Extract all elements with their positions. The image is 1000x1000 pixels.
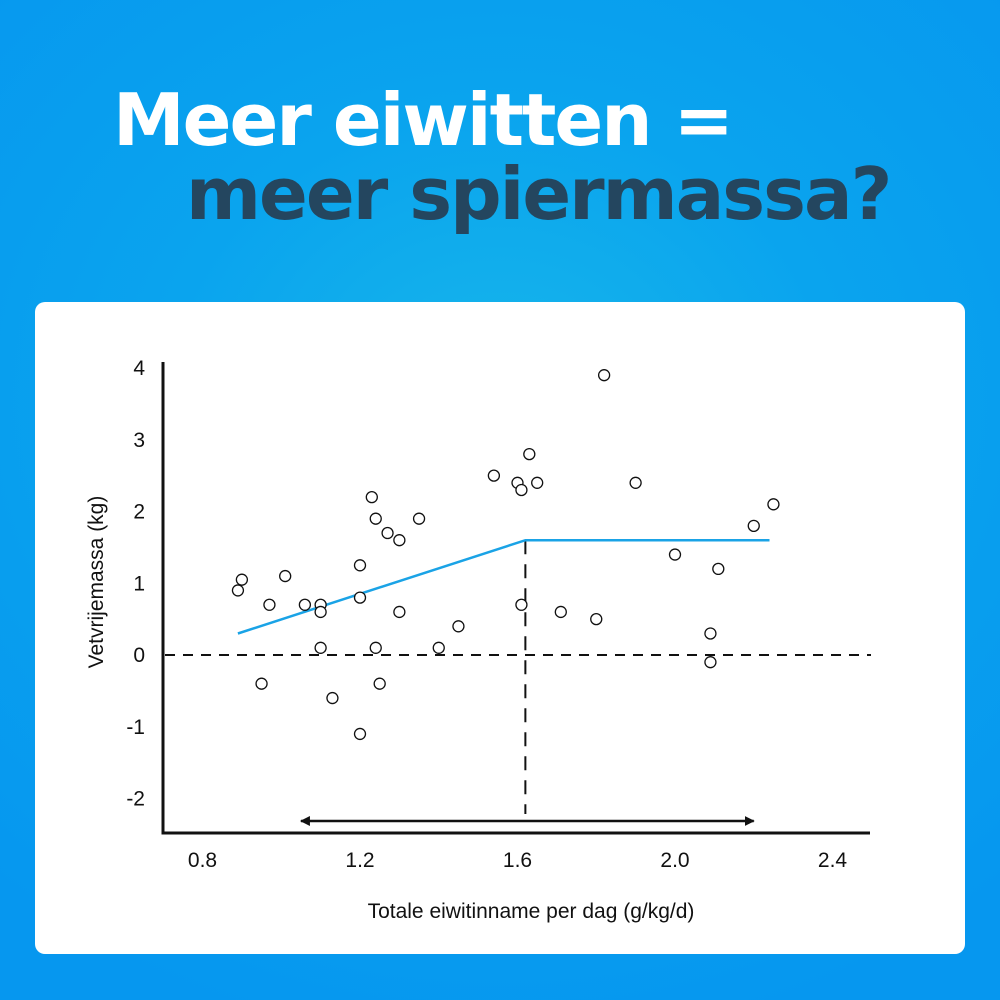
tick-labels: 0.8 1.2 1.6 2.0 2.4 4 3 2 1 0 -1 -2 xyxy=(126,357,847,872)
data-point xyxy=(298,598,312,611)
x-tick-label: 2.4 xyxy=(818,849,848,872)
data-point xyxy=(412,512,426,525)
x-axis-title: Totale eiwitinname per dag (g/kg/d) xyxy=(368,900,695,923)
data-point xyxy=(314,641,327,654)
data-point xyxy=(554,605,567,619)
data-point xyxy=(353,591,367,604)
data-point xyxy=(326,691,339,705)
data-points xyxy=(231,369,780,741)
data-point xyxy=(255,677,268,690)
data-point xyxy=(369,641,382,654)
axes xyxy=(161,362,870,835)
y-tick-label: -1 xyxy=(126,716,145,739)
data-point xyxy=(393,605,406,619)
data-point xyxy=(629,476,642,489)
data-point xyxy=(704,627,717,640)
data-point xyxy=(393,534,406,547)
data-point xyxy=(704,656,717,669)
data-point xyxy=(487,469,501,482)
scatter-chart: 0.8 1.2 1.6 2.0 2.4 4 3 2 1 0 -1 -2 Totale eiwitinn… xyxy=(85,357,871,923)
data-point xyxy=(531,476,544,489)
data-point xyxy=(381,526,394,540)
data-point xyxy=(597,369,611,382)
data-point xyxy=(279,569,292,583)
x-tick-label: 0.8 xyxy=(188,849,217,872)
y-tick-label: 0 xyxy=(133,644,145,667)
y-tick-label: 2 xyxy=(133,501,145,524)
y-axis-title: Vetvrijemassa (kg) xyxy=(85,496,108,669)
y-tick-label: 1 xyxy=(133,572,145,595)
data-point xyxy=(747,519,760,533)
x-tick-label: 1.2 xyxy=(345,849,374,872)
data-point xyxy=(235,573,249,586)
data-point xyxy=(353,559,367,572)
data-point xyxy=(373,677,386,690)
data-point xyxy=(590,612,603,626)
data-point xyxy=(263,598,276,611)
y-tick-label: -2 xyxy=(126,788,145,811)
data-point xyxy=(365,490,378,504)
reference-lines xyxy=(165,540,871,826)
data-point xyxy=(668,548,682,561)
data-point xyxy=(231,584,245,597)
chart-card: 0.8 1.2 1.6 2.0 2.4 4 3 2 1 0 -1 -2 Totale eiwitinn… xyxy=(35,302,965,954)
trend-line xyxy=(237,538,770,635)
data-point xyxy=(515,598,528,611)
data-point xyxy=(767,498,780,511)
data-point xyxy=(515,483,528,497)
data-point xyxy=(369,512,382,525)
x-tick-label: 2.0 xyxy=(660,849,689,872)
data-point xyxy=(712,562,725,576)
x-tick-label: 1.6 xyxy=(503,849,532,872)
data-point xyxy=(353,727,367,741)
y-tick-label: 4 xyxy=(133,357,145,380)
y-tick-label: 3 xyxy=(133,429,145,452)
headline-line-2: meer spiermassa? xyxy=(186,152,892,236)
data-point xyxy=(314,605,327,619)
data-point xyxy=(452,620,465,633)
headline-line-1: Meer eiwitten = xyxy=(113,78,734,162)
data-point xyxy=(432,641,445,654)
data-point xyxy=(523,447,536,461)
trend-line-group xyxy=(237,538,770,635)
